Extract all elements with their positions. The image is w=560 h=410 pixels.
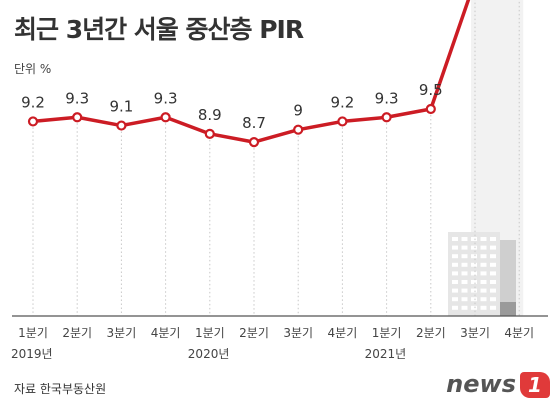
- data-label: 9: [293, 102, 303, 120]
- building-window: [461, 254, 468, 259]
- logo-text: news: [446, 370, 516, 398]
- building-window: [471, 280, 477, 284]
- year-label: 2021년: [365, 347, 407, 361]
- data-label: 9.3: [375, 89, 399, 107]
- building-window: [490, 271, 496, 276]
- data-point: [160, 112, 171, 123]
- building-window: [490, 305, 496, 310]
- data-label: 8.9: [198, 106, 222, 124]
- x-tick-label: 2분기: [416, 326, 446, 340]
- building-window: [461, 237, 468, 241]
- x-tick-label: 4분기: [504, 326, 534, 340]
- logo-mark: 1: [520, 372, 550, 398]
- data-point: [27, 116, 39, 127]
- data-point: [381, 112, 392, 123]
- building-window: [452, 262, 458, 267]
- building-window: [452, 271, 458, 276]
- building-window: [480, 305, 487, 310]
- building-window: [480, 297, 487, 302]
- unit-label: 단위 %: [14, 62, 52, 76]
- x-tick-label: 4분기: [328, 326, 358, 340]
- building-window: [490, 245, 496, 250]
- chart-title: 최근 3년간 서울 중산층 PIR: [14, 15, 304, 44]
- building-window: [452, 288, 458, 293]
- building-window: [461, 271, 468, 276]
- year-label: 2020년: [188, 347, 230, 361]
- building-window: [471, 262, 477, 267]
- building-window: [452, 280, 458, 284]
- building-window: [480, 288, 487, 293]
- building-window: [471, 254, 477, 259]
- building-window: [471, 288, 477, 293]
- building-window: [490, 280, 496, 284]
- data-label: 9.2: [21, 93, 45, 111]
- building-window: [471, 271, 477, 276]
- x-tick-label: 3분기: [107, 326, 137, 340]
- building-window: [461, 245, 468, 250]
- data-point: [72, 112, 83, 123]
- building-window: [452, 254, 458, 259]
- building-window: [471, 297, 477, 302]
- building-window: [480, 237, 487, 241]
- data-label: 9.1: [109, 98, 133, 116]
- x-tick-label: 2분기: [62, 326, 92, 340]
- building-window: [490, 262, 496, 267]
- data-label: 9.2: [330, 93, 354, 111]
- data-label: 9.3: [65, 89, 89, 107]
- building-window: [461, 297, 468, 302]
- data-label: 9.5: [419, 81, 443, 99]
- building-window: [480, 245, 487, 250]
- data-label: 8.7: [242, 114, 266, 132]
- news1-logo: news 1: [446, 370, 550, 398]
- series-line: [32, 0, 471, 144]
- building-window: [480, 262, 487, 267]
- building-window: [471, 305, 477, 310]
- building-window: [480, 280, 487, 284]
- source-note: 자료 한국부동산원: [14, 382, 107, 396]
- building-window: [480, 254, 487, 259]
- building-window: [461, 262, 468, 267]
- building-window: [452, 245, 458, 250]
- x-tick-label: 2분기: [239, 326, 269, 340]
- building-window: [490, 254, 496, 259]
- building-window: [490, 288, 496, 293]
- building-window: [461, 280, 468, 284]
- building-window: [461, 288, 468, 293]
- building-window: [480, 271, 487, 276]
- building-base: [500, 302, 516, 316]
- building-window: [452, 305, 458, 310]
- data-label: 9.3: [154, 89, 178, 107]
- x-tick-label: 1분기: [195, 326, 225, 340]
- x-tick-label: 1분기: [18, 326, 48, 340]
- data-point: [248, 137, 260, 148]
- building-window: [471, 245, 477, 250]
- building-window: [490, 237, 496, 241]
- year-label: 2019년: [11, 347, 53, 361]
- x-tick-label: 3분기: [460, 326, 490, 340]
- data-point: [337, 116, 348, 127]
- building-window: [490, 297, 496, 302]
- data-point: [425, 103, 436, 115]
- building-window: [461, 305, 468, 310]
- x-tick-label: 1분기: [372, 326, 402, 340]
- building-window: [452, 297, 458, 302]
- building-window: [452, 237, 458, 241]
- building-window: [471, 237, 477, 241]
- data-point: [116, 120, 127, 131]
- x-tick-label: 4분기: [151, 326, 181, 340]
- x-tick-label: 3분기: [283, 326, 313, 340]
- data-point: [204, 128, 215, 139]
- building-side: [500, 240, 516, 316]
- data-point: [293, 124, 304, 135]
